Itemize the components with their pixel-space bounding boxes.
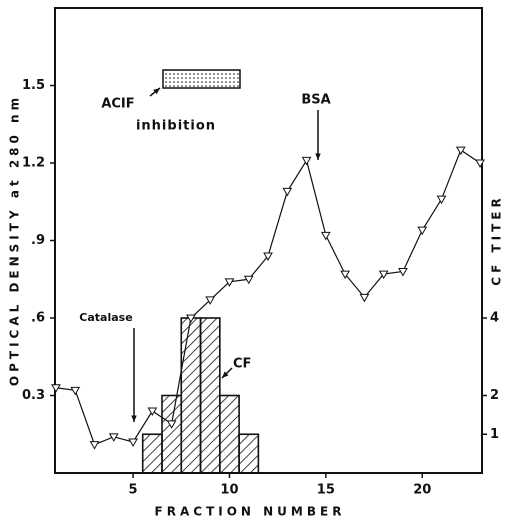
point-marker: [359, 293, 370, 303]
annotation: CF: [233, 357, 251, 372]
annotation: inhibition: [136, 119, 216, 134]
point-marker: [282, 187, 293, 197]
x-tick-label: 20: [413, 483, 431, 498]
histogram-bar: [219, 394, 240, 474]
annotation-box: [162, 69, 241, 89]
x-tick-label: 10: [220, 483, 238, 498]
y-axis-label: OPTICAL DENSITY at 280 nm: [8, 94, 22, 386]
y2-axis-label: CF TITER: [490, 194, 504, 285]
point-marker: [475, 159, 485, 169]
annotation-arrow-head: [153, 88, 160, 95]
annotation: ACIF: [101, 97, 134, 112]
point-marker: [340, 270, 350, 280]
point-marker: [224, 278, 235, 287]
point-marker: [70, 386, 81, 396]
point-marker: [108, 433, 119, 442]
y2-tick-label: 1: [490, 427, 499, 442]
point-marker: [378, 270, 389, 280]
point-marker: [436, 195, 447, 205]
point-marker: [147, 407, 158, 417]
point-marker: [320, 231, 331, 241]
histogram-bar: [238, 433, 260, 474]
line-series: [55, 149, 481, 446]
x-tick-label: 15: [317, 483, 335, 498]
y-tick-label: .6: [31, 311, 45, 326]
point-marker: [263, 252, 273, 262]
histogram-bar: [199, 317, 221, 474]
y2-tick-label: 4: [490, 311, 499, 326]
y-tick-label: .9: [31, 233, 45, 248]
y-tick-label: 1.5: [22, 78, 45, 93]
annotation: Catalase: [79, 311, 132, 324]
point-marker: [128, 438, 138, 448]
point-marker: [398, 268, 408, 277]
point-marker: [243, 275, 254, 285]
point-marker: [51, 384, 61, 393]
annotation-arrow-head: [131, 415, 137, 422]
y2-tick-label: 2: [490, 388, 499, 403]
x-axis-label: FRACTION NUMBER: [155, 505, 346, 519]
point-marker: [301, 156, 312, 166]
point-marker: [186, 314, 196, 324]
point-marker: [89, 441, 100, 450]
x-tick-label: 5: [129, 483, 138, 498]
annotation: BSA: [301, 93, 330, 108]
histogram-bar: [180, 317, 202, 474]
point-marker: [455, 146, 466, 156]
point-marker: [417, 226, 428, 236]
point-marker: [166, 420, 177, 429]
histogram-bar: [161, 394, 183, 474]
y-tick-label: 1.2: [22, 156, 45, 171]
annotation-arrow-head: [315, 153, 321, 160]
y-tick-label: 0.3: [22, 388, 45, 403]
histogram-bar: [141, 433, 163, 474]
annotation-arrow-head: [222, 371, 229, 378]
point-marker: [205, 296, 216, 305]
